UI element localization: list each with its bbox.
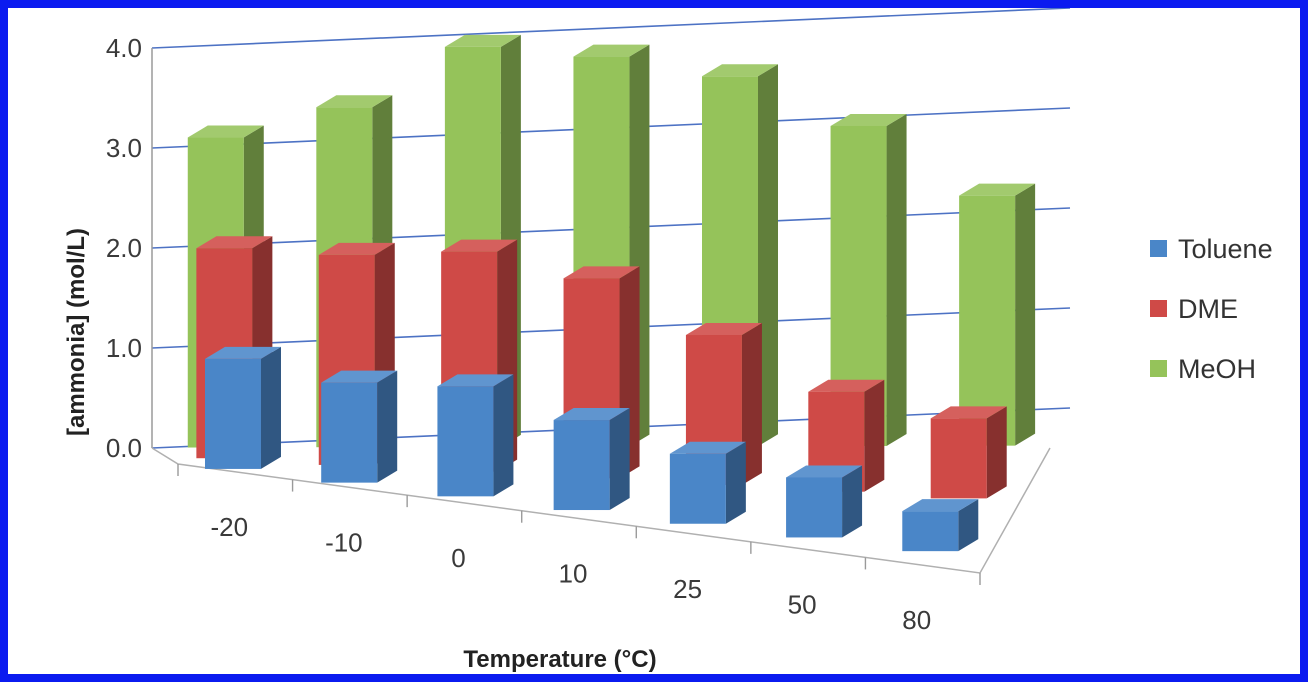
x-axis-title: Temperature (°C)	[463, 646, 656, 673]
bar-side	[886, 113, 907, 446]
bar-top	[786, 465, 863, 478]
bar-front	[553, 420, 610, 511]
bar	[930, 406, 1007, 499]
y-tick-label: 2.0	[106, 233, 142, 263]
bar	[959, 183, 1036, 446]
bar-side	[986, 406, 1007, 499]
bar-front	[669, 453, 726, 524]
bar-side	[493, 374, 514, 497]
y-axis-title: [ammonia] (mol/L)	[63, 228, 90, 436]
bar-chart: 0.0 1.0 2.0 3.0 4.0 -20 -10 0 10 25 50 80 [ammonia…	[63, 8, 1273, 673]
bar	[902, 499, 979, 552]
bar	[204, 346, 281, 469]
x-tick-label: -10	[325, 527, 363, 557]
legend-label: MeOH	[1178, 354, 1256, 384]
bar-front	[437, 386, 494, 497]
bar-front	[204, 358, 261, 469]
bar-top	[441, 239, 518, 252]
bar-top	[318, 242, 395, 255]
legend-swatch	[1150, 300, 1167, 317]
bar-top	[930, 406, 1007, 419]
bar-top	[669, 441, 746, 454]
bar-top	[321, 370, 398, 383]
bar-front	[902, 511, 959, 552]
bar-side	[377, 370, 398, 483]
bar-side	[758, 64, 778, 447]
bar-side	[842, 465, 863, 538]
legend-swatch	[1150, 360, 1167, 377]
y-tick-label: 4.0	[106, 33, 142, 63]
x-axis: -20 -10 0 10 25 50 80	[177, 464, 981, 635]
bar-top	[902, 499, 979, 512]
bar-top	[959, 183, 1036, 196]
y-tick-label: 0.0	[106, 433, 142, 463]
bar-side	[725, 441, 746, 524]
bar-top	[437, 374, 514, 387]
bar-side	[1015, 183, 1036, 446]
x-tick-label: 0	[451, 543, 465, 573]
bar-side	[260, 346, 281, 469]
bars	[187, 34, 1036, 552]
bar	[437, 374, 514, 497]
y-tick-label: 3.0	[106, 133, 142, 163]
bar	[786, 465, 863, 538]
bar-front	[786, 477, 843, 538]
bar-top	[204, 346, 281, 359]
legend: Toluene DME MeOH	[1150, 234, 1273, 384]
bar-top	[685, 323, 762, 336]
bar-top	[808, 379, 885, 392]
y-axis: 0.0 1.0 2.0 3.0 4.0	[106, 33, 142, 463]
x-tick-label: 50	[788, 590, 817, 620]
bar-side	[864, 379, 885, 492]
bar-top	[563, 266, 640, 279]
bar-top	[444, 34, 521, 47]
bar-top	[702, 64, 778, 77]
bar-side	[958, 499, 979, 552]
legend-swatch	[1150, 240, 1167, 257]
x-tick-label: -20	[210, 512, 248, 542]
floor-outline	[151, 447, 1051, 574]
x-tick-label: 25	[673, 574, 702, 604]
bar-side	[609, 408, 630, 511]
bar-top	[830, 113, 907, 126]
bar-top	[316, 95, 393, 108]
bar-top	[196, 236, 273, 249]
legend-label: DME	[1178, 294, 1238, 324]
bar	[321, 370, 398, 483]
bar-front	[959, 195, 1016, 446]
bar-top	[187, 125, 264, 138]
bar-top	[573, 44, 650, 57]
bar	[669, 441, 746, 524]
bar-top	[553, 408, 630, 421]
x-tick-label: 80	[902, 605, 931, 635]
x-tick-label: 10	[559, 559, 588, 589]
y-tick-label: 1.0	[106, 333, 142, 363]
bar-front	[930, 418, 987, 499]
bar-front	[321, 382, 378, 483]
bar	[553, 408, 630, 511]
gridline	[151, 8, 1071, 49]
bar-side	[741, 323, 762, 486]
bar	[830, 113, 907, 446]
legend-label: Toluene	[1178, 234, 1273, 264]
